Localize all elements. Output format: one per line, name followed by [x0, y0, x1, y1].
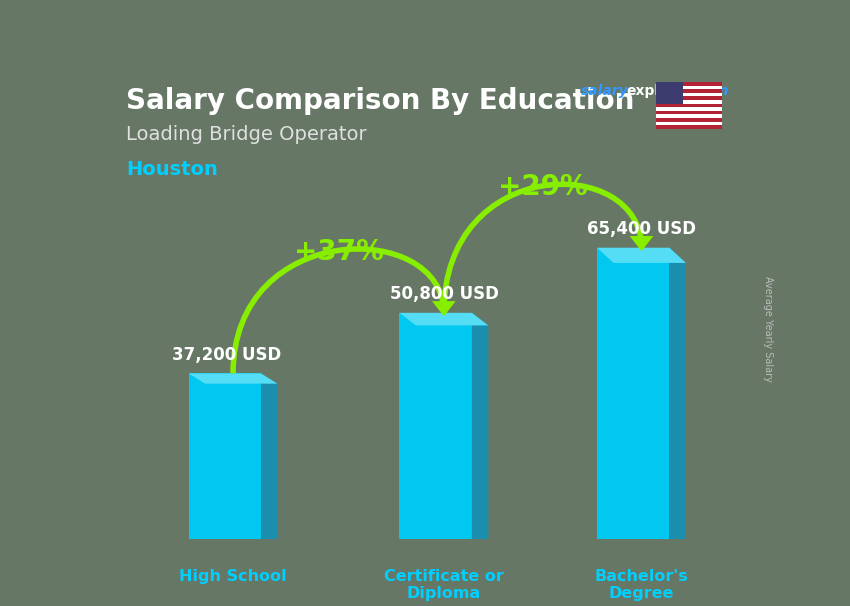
Polygon shape [597, 248, 686, 263]
Polygon shape [630, 236, 654, 251]
Polygon shape [656, 82, 722, 85]
Polygon shape [656, 122, 722, 125]
Polygon shape [189, 373, 261, 539]
Polygon shape [400, 313, 472, 539]
Polygon shape [432, 301, 456, 316]
Polygon shape [656, 93, 722, 96]
Text: 65,400 USD: 65,400 USD [587, 220, 696, 238]
Text: +37%: +37% [293, 238, 383, 266]
Text: salary: salary [581, 84, 628, 98]
Text: +29%: +29% [498, 173, 587, 201]
Polygon shape [656, 100, 722, 104]
Polygon shape [656, 115, 722, 118]
Polygon shape [656, 89, 722, 93]
Polygon shape [400, 313, 488, 325]
Polygon shape [656, 104, 722, 107]
Polygon shape [472, 313, 488, 552]
Polygon shape [656, 118, 722, 122]
Polygon shape [670, 248, 686, 554]
Text: Certificate or
Diploma: Certificate or Diploma [384, 568, 504, 601]
Polygon shape [656, 107, 722, 111]
Polygon shape [656, 125, 722, 128]
Polygon shape [261, 373, 277, 550]
Text: 37,200 USD: 37,200 USD [172, 345, 281, 364]
Text: High School: High School [179, 568, 286, 584]
Text: Loading Bridge Operator: Loading Bridge Operator [126, 125, 366, 144]
Text: Average Yearly Salary: Average Yearly Salary [763, 276, 774, 382]
Text: explorer: explorer [626, 84, 693, 98]
Polygon shape [189, 373, 277, 384]
Polygon shape [656, 85, 722, 89]
Text: Salary Comparison By Education: Salary Comparison By Education [126, 87, 634, 115]
Text: Houston: Houston [126, 160, 218, 179]
Polygon shape [656, 96, 722, 100]
Polygon shape [656, 82, 683, 104]
Polygon shape [597, 248, 670, 539]
Polygon shape [656, 111, 722, 115]
Text: 50,800 USD: 50,800 USD [389, 285, 498, 303]
Text: Bachelor's
Degree: Bachelor's Degree [595, 568, 689, 601]
Text: .com: .com [691, 84, 728, 98]
